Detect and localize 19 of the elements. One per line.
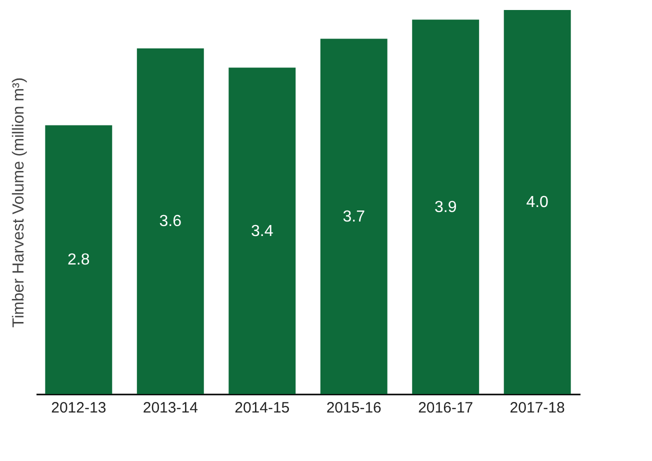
bar — [504, 10, 571, 394]
x-tick-label: 2012-13 — [51, 400, 106, 416]
data-label: 3.9 — [434, 198, 457, 216]
x-tick-label: 2017-18 — [510, 400, 565, 416]
bar — [320, 38, 388, 394]
y-axis-title: Timber Harvest Volume (million m³) — [10, 77, 28, 328]
bar — [136, 48, 204, 394]
data-label: 2.8 — [68, 252, 90, 269]
x-tick-label: 2016-17 — [418, 400, 474, 416]
bar — [228, 68, 296, 394]
data-label: 3.4 — [251, 222, 274, 240]
data-label: 3.6 — [159, 213, 182, 230]
x-tick-label: 2013-14 — [142, 400, 198, 416]
bar — [45, 125, 112, 394]
x-tick-label: 2015-16 — [326, 400, 382, 416]
x-tick-label: 2014-15 — [234, 400, 290, 416]
bar — [412, 20, 480, 394]
data-label: 3.7 — [342, 208, 366, 226]
data-label: 4.0 — [526, 194, 549, 211]
